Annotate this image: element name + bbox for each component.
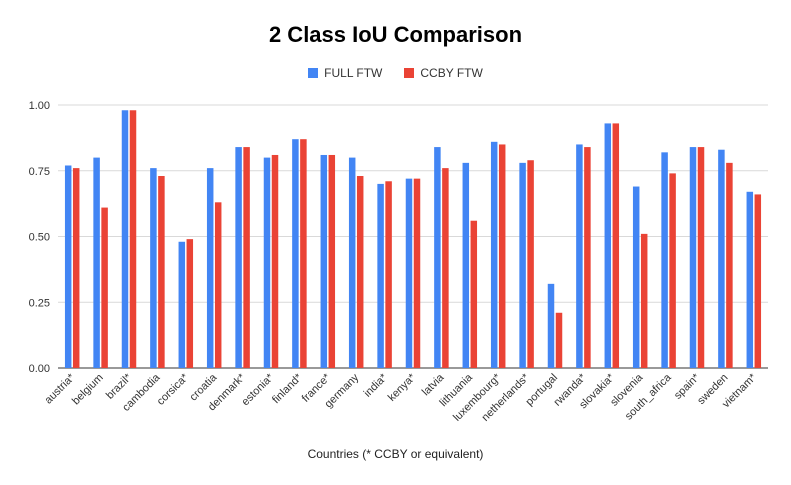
bar-ccby-ftw — [356, 176, 364, 368]
bar-ccby-ftw — [328, 154, 336, 368]
bar-full-ftw — [206, 168, 214, 368]
x-tick-label: finland* — [270, 371, 305, 406]
y-tick-label: 1.00 — [29, 100, 50, 112]
bar-ccby-ftw — [214, 202, 222, 368]
bar-ccby-ftw — [754, 194, 762, 368]
y-tick-label: 0.50 — [29, 232, 50, 244]
bar-ccby-ftw — [697, 147, 705, 368]
bar-full-ftw — [405, 178, 413, 368]
bar-ccby-ftw — [101, 207, 108, 368]
y-tick-label: 0.25 — [29, 297, 50, 309]
bar-full-ftw — [576, 144, 583, 368]
bar-full-ftw — [377, 183, 384, 368]
bar-full-ftw — [348, 157, 356, 368]
legend-label-full-ftw: FULL FTW — [324, 66, 383, 80]
bar-full-ftw — [462, 162, 470, 368]
bar-full-ftw — [632, 186, 640, 368]
bar-ccby-ftw — [243, 147, 250, 368]
bar-full-ftw — [604, 123, 612, 368]
bar-full-ftw — [689, 147, 697, 368]
bar-ccby-ftw — [669, 173, 676, 368]
bar-ccby-ftw — [413, 178, 421, 368]
bar-ccby-ftw — [72, 168, 80, 368]
bar-full-ftw — [490, 141, 498, 368]
x-tick-label: kenya* — [386, 371, 419, 404]
bar-full-ftw — [64, 165, 72, 368]
legend-swatch-ccby-ftw — [404, 68, 415, 78]
bar-ccby-ftw — [129, 110, 137, 368]
bar-full-ftw — [661, 152, 668, 368]
bar-ccby-ftw — [158, 176, 165, 368]
bar-ccby-ftw — [726, 162, 733, 368]
legend-item-ccby-ftw: CCBY FTW — [404, 66, 483, 80]
bar-full-ftw — [718, 149, 725, 368]
bar-full-ftw — [320, 154, 328, 368]
legend: FULL FTW CCBY FTW — [0, 66, 791, 80]
bar-ccby-ftw — [640, 233, 648, 368]
bar-ccby-ftw — [555, 312, 563, 368]
bar-ccby-ftw — [442, 168, 449, 368]
chart-title: 2 Class IoU Comparison — [268, 22, 523, 47]
y-tick-label: 0.75 — [29, 166, 50, 178]
bar-ccby-ftw — [612, 123, 620, 368]
legend-swatch-full-ftw — [308, 68, 319, 78]
bar-ccby-ftw — [584, 147, 591, 368]
bar-full-ftw — [263, 157, 271, 368]
y-tick-label: 0.00 — [29, 363, 50, 375]
legend-label-ccby-ftw: CCBY FTW — [420, 66, 483, 80]
bar-full-ftw — [434, 147, 441, 368]
bar-ccby-ftw — [470, 220, 478, 368]
bar-ccby-ftw — [300, 139, 307, 368]
bar-ccby-ftw — [527, 160, 534, 368]
x-axis-title: Countries (* CCBY or equivalent) — [307, 447, 484, 461]
bar-full-ftw — [93, 157, 100, 368]
bar-full-ftw — [150, 168, 157, 368]
x-tick-label: corsica* — [155, 371, 192, 408]
bar-full-ftw — [746, 191, 754, 368]
legend-item-full-ftw: FULL FTW — [308, 66, 382, 80]
bar-ccby-ftw — [385, 181, 392, 368]
x-tick-label: belgium — [70, 372, 106, 408]
bar-full-ftw — [519, 162, 526, 368]
bar-full-ftw — [121, 110, 129, 368]
bar-ccby-ftw — [186, 239, 194, 368]
bar-full-ftw — [178, 241, 186, 368]
bar-ccby-ftw — [498, 144, 506, 368]
bar-full-ftw — [547, 283, 555, 368]
bar-full-ftw — [292, 139, 299, 368]
x-tick-label: estonia* — [240, 371, 277, 408]
bar-full-ftw — [235, 147, 242, 368]
bar-ccby-ftw — [271, 154, 279, 368]
